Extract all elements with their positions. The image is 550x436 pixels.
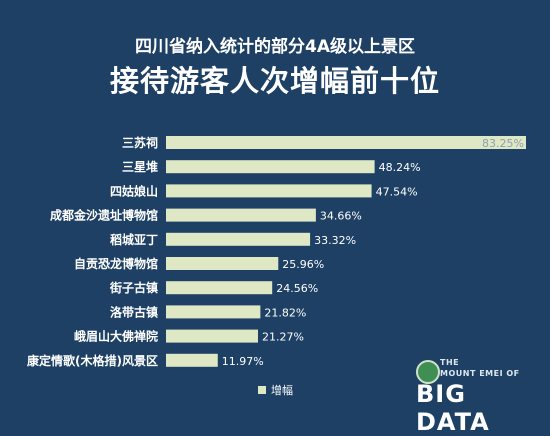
- value-label: 34.66%: [320, 210, 362, 223]
- bar: [166, 232, 311, 246]
- value-label: 25.96%: [282, 258, 324, 271]
- value-label: 11.97%: [222, 355, 264, 368]
- value-label: 83.25%: [482, 137, 524, 150]
- bar-chart: 三苏祠 83.25% 三星堆 48.24% 四姑娘山 47.54% 成都金沙遗址博物馆 34.…: [27, 135, 526, 368]
- value-label: 47.54%: [376, 185, 418, 198]
- chart-subtitle: 四川省纳入统计的部分4A级以上景区: [135, 37, 415, 57]
- value-label: 24.56%: [276, 282, 318, 295]
- category-label: 稻城亚丁: [110, 232, 158, 247]
- bar: [166, 160, 375, 174]
- category-label: 自贡恐龙博物馆: [74, 256, 158, 271]
- category-label: 康定情歌(木格措)风景区: [27, 353, 158, 368]
- category-label: 洛带古镇: [110, 304, 158, 319]
- bar: [166, 353, 218, 367]
- watermark-line-2: MOUNT EMEI OF: [440, 369, 520, 378]
- mountain-logo-icon: [416, 360, 440, 384]
- category-label: 三星堆: [122, 159, 158, 174]
- value-label: 21.27%: [262, 331, 304, 344]
- legend: 增幅: [258, 382, 293, 398]
- watermark: THE MOUNT EMEI OF BIG DATA: [414, 356, 546, 436]
- value-label: 33.32%: [314, 234, 356, 247]
- category-label: 峨眉山大佛禅院: [74, 329, 158, 344]
- bar: [166, 208, 316, 222]
- value-label: 21.82%: [264, 306, 306, 319]
- bar: [166, 257, 279, 270]
- bar: [166, 136, 526, 149]
- value-label: 48.24%: [379, 161, 421, 174]
- category-label: 三苏祠: [122, 135, 158, 150]
- watermark-line-1: THE: [440, 358, 460, 367]
- legend-swatch: [258, 386, 266, 394]
- category-label: 街子古镇: [109, 280, 158, 295]
- bar: [166, 305, 261, 319]
- category-label: 成都金沙遗址博物馆: [50, 208, 158, 223]
- bar: [166, 184, 372, 198]
- category-label: 四姑娘山: [110, 183, 158, 198]
- bar: [166, 281, 273, 295]
- bar: [166, 329, 258, 343]
- chart-title: 接待游客人次增幅前十位: [109, 64, 440, 98]
- legend-label: 增幅: [271, 384, 293, 397]
- watermark-line-3: BIG DATA: [416, 380, 490, 436]
